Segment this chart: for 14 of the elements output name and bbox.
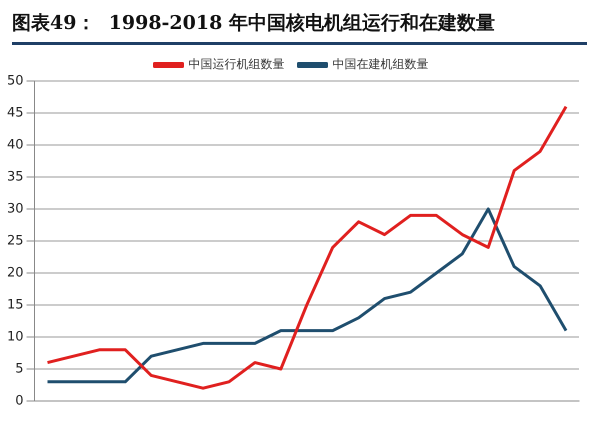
legend-label: 中国运行机组数量 <box>188 57 284 72</box>
chart-title: 图表49： 1998-2018 年中国核电机组运行和在建数量 <box>12 10 587 45</box>
y-tick-label: 15 <box>6 297 24 312</box>
y-tick-label: 25 <box>6 233 24 248</box>
y-tick-label: 35 <box>6 169 24 184</box>
y-tick-label: 10 <box>6 329 24 344</box>
y-tick-label: 40 <box>6 137 24 152</box>
y-tick-label: 0 <box>15 393 24 408</box>
y-tick-label: 20 <box>6 265 24 280</box>
y-tick-label: 5 <box>15 361 24 376</box>
y-tick-label: 50 <box>6 73 24 88</box>
legend-label: 中国在建机组数量 <box>332 57 428 72</box>
y-tick-label: 30 <box>6 201 24 216</box>
y-tick-label: 45 <box>6 105 24 120</box>
